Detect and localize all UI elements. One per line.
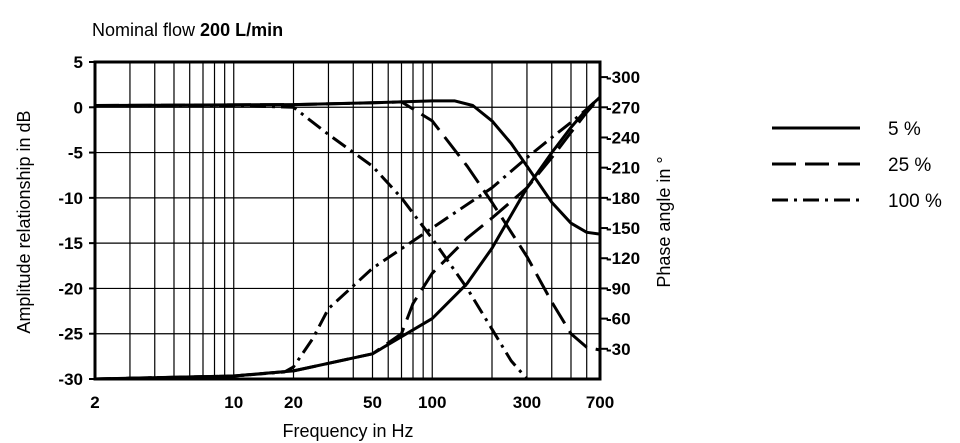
x-tick-label: 10 [224,393,243,412]
x-tick-label: 700 [586,393,614,412]
chart-title: Nominal flow 200 L/min [92,20,283,40]
y-left-tick-label: 5 [74,53,83,72]
amplitude-line [95,104,529,380]
y-left-tick-label: -30 [58,370,83,389]
x-tick-label: 100 [418,393,446,412]
plot-frame [93,60,602,381]
y-right-tick-label: -30 [606,340,631,359]
x-tick-label: 2 [90,393,99,412]
y-right-tick-label: -270 [606,98,640,117]
x-tick-label: 300 [513,393,541,412]
y-right-tick-label: -240 [606,128,640,147]
y-left-axis-label: Amplitude relationship in dB [14,110,34,333]
x-tick-label: 20 [284,393,303,412]
y-left-tick-label: 0 [74,98,83,117]
y-right-tick-label: -60 [606,310,631,329]
phase-line [94,96,602,381]
y-right-tick-label: -90 [606,279,631,298]
y-left-tick-label: -25 [58,325,83,344]
amplitude-line [94,99,601,236]
y-right-tick-label: -120 [606,249,640,268]
x-tick-label: 50 [363,393,382,412]
y-right-axis-label: Phase angle in ° [654,156,674,287]
amplitude-line [94,100,601,352]
legend: 5 % 25 % 100 % [772,119,942,212]
legend-label: 5 % [888,119,921,140]
x-axis-label: Frequency in Hz [282,421,413,441]
phase-line [94,96,602,381]
legend-label: 25 % [888,155,931,176]
phase-line [94,96,602,381]
y-left-tick-label: -5 [68,144,83,163]
y-right-tick-label: -180 [606,189,640,208]
tick-labels: 50-5-10-15-20-25-30-300-270-240-210-180-… [58,53,640,412]
legend-label: 100 % [888,191,942,212]
y-right-tick-label: -300 [606,68,640,87]
y-right-tick-label: -150 [606,219,640,238]
plot-series [94,96,602,381]
y-right-tick-label: -210 [606,159,640,178]
y-left-tick-label: -10 [58,189,83,208]
y-left-tick-label: -20 [58,279,83,298]
plot-grid [94,61,601,380]
y-left-tick-label: -15 [58,234,83,253]
